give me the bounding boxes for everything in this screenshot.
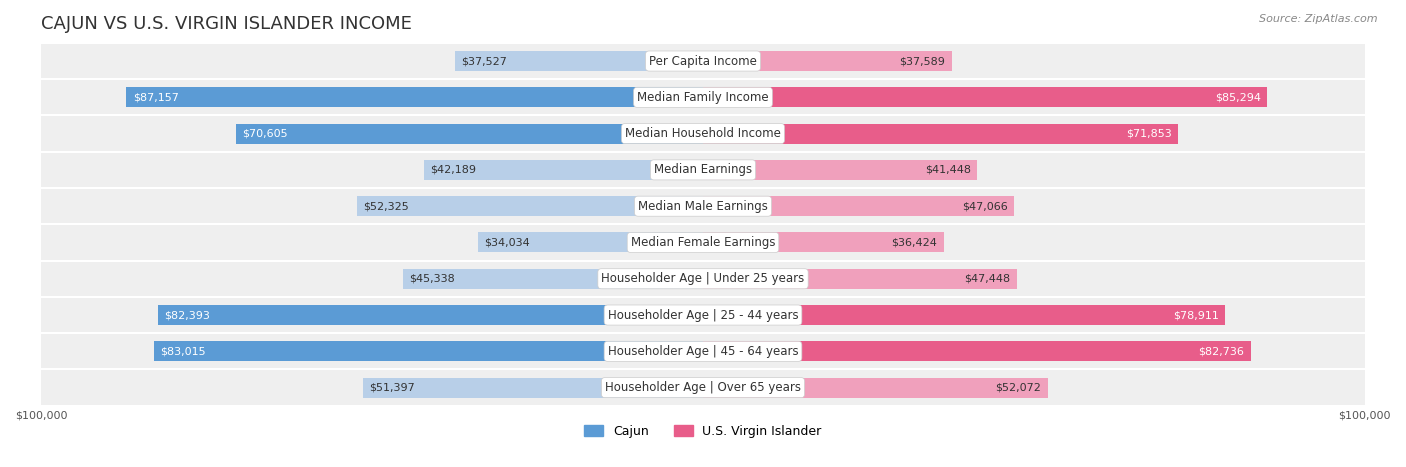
Text: $71,853: $71,853 <box>1126 128 1171 139</box>
Text: $82,393: $82,393 <box>165 310 211 320</box>
Text: Median Family Income: Median Family Income <box>637 91 769 104</box>
Text: $47,066: $47,066 <box>962 201 1008 211</box>
Text: Householder Age | Under 25 years: Householder Age | Under 25 years <box>602 272 804 285</box>
Bar <box>423 160 703 180</box>
Bar <box>703 233 943 253</box>
Legend: Cajun, U.S. Virgin Islander: Cajun, U.S. Virgin Islander <box>579 420 827 443</box>
Bar <box>404 269 703 289</box>
Text: $36,424: $36,424 <box>891 237 938 248</box>
Text: Householder Age | 25 - 44 years: Householder Age | 25 - 44 years <box>607 309 799 322</box>
Bar <box>41 333 1365 369</box>
Bar <box>478 233 703 253</box>
Text: $70,605: $70,605 <box>242 128 288 139</box>
Text: $85,294: $85,294 <box>1215 92 1261 102</box>
Text: $52,072: $52,072 <box>995 382 1040 393</box>
Bar <box>41 369 1365 406</box>
Text: $51,397: $51,397 <box>370 382 415 393</box>
Text: $41,448: $41,448 <box>925 165 970 175</box>
Bar <box>41 152 1365 188</box>
Bar <box>41 79 1365 115</box>
Bar <box>703 160 977 180</box>
Bar <box>703 87 1267 107</box>
Text: Median Household Income: Median Household Income <box>626 127 780 140</box>
Bar <box>703 269 1017 289</box>
Bar <box>454 51 703 71</box>
Text: Median Female Earnings: Median Female Earnings <box>631 236 775 249</box>
Text: Median Male Earnings: Median Male Earnings <box>638 200 768 212</box>
Text: $37,589: $37,589 <box>900 56 945 66</box>
Bar <box>127 87 703 107</box>
Text: Median Earnings: Median Earnings <box>654 163 752 177</box>
Bar <box>703 305 1225 325</box>
Bar <box>41 224 1365 261</box>
Text: $37,527: $37,527 <box>461 56 508 66</box>
Bar <box>357 196 703 216</box>
Bar <box>703 124 1178 143</box>
Bar <box>703 196 1015 216</box>
Text: Householder Age | Over 65 years: Householder Age | Over 65 years <box>605 381 801 394</box>
Text: $78,911: $78,911 <box>1173 310 1219 320</box>
Bar <box>153 341 703 361</box>
Text: $52,325: $52,325 <box>363 201 409 211</box>
Bar <box>41 297 1365 333</box>
Text: $87,157: $87,157 <box>132 92 179 102</box>
Text: $82,736: $82,736 <box>1198 347 1244 356</box>
Text: Householder Age | 45 - 64 years: Householder Age | 45 - 64 years <box>607 345 799 358</box>
Bar <box>363 378 703 397</box>
Text: $45,338: $45,338 <box>409 274 456 284</box>
Text: $42,189: $42,189 <box>430 165 477 175</box>
Text: CAJUN VS U.S. VIRGIN ISLANDER INCOME: CAJUN VS U.S. VIRGIN ISLANDER INCOME <box>41 15 412 33</box>
Bar <box>703 51 952 71</box>
Text: $34,034: $34,034 <box>485 237 530 248</box>
Bar <box>157 305 703 325</box>
Bar <box>41 188 1365 224</box>
Bar <box>703 378 1047 397</box>
Text: Per Capita Income: Per Capita Income <box>650 55 756 68</box>
Bar <box>703 341 1250 361</box>
Text: $47,448: $47,448 <box>965 274 1011 284</box>
Bar <box>41 115 1365 152</box>
Text: $83,015: $83,015 <box>160 347 205 356</box>
Bar <box>41 43 1365 79</box>
Bar <box>41 261 1365 297</box>
Text: Source: ZipAtlas.com: Source: ZipAtlas.com <box>1260 14 1378 24</box>
Bar <box>236 124 703 143</box>
